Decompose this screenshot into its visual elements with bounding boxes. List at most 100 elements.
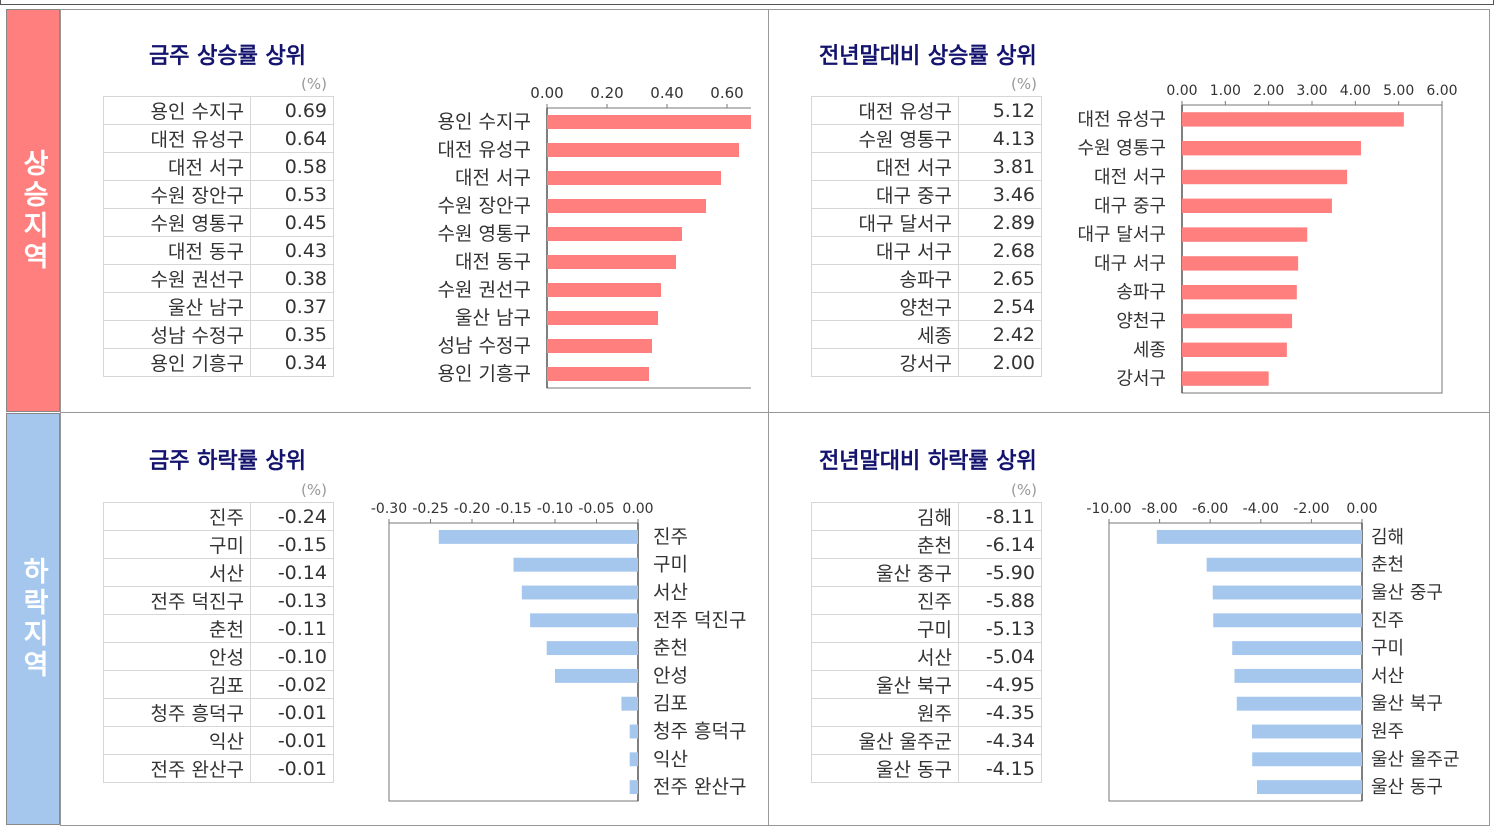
rate-value-cell: 0.64 bbox=[250, 124, 334, 153]
region-name-cell: 익산 bbox=[103, 726, 251, 755]
category-label: 대구 달서구 bbox=[1077, 225, 1166, 246]
rate-value-cell: 5.12 bbox=[958, 96, 1042, 125]
tick-label: 0.00 bbox=[530, 84, 563, 102]
category-label: 대구 서구 bbox=[1094, 253, 1166, 274]
bar bbox=[521, 585, 638, 600]
rate-value-cell: -4.35 bbox=[958, 698, 1042, 727]
region-name-cell: 용인 수지구 bbox=[103, 96, 251, 125]
bar bbox=[1257, 780, 1362, 795]
panel-title: 전년말대비 하락률 상위 bbox=[819, 449, 1037, 474]
panel-year-down: 전년말대비 하락률 상위 (%) 김해 -8.11 춘천 -6.14 울산 중구 -5.9… bbox=[768, 412, 1490, 826]
category-label: 수원 영통구 bbox=[1077, 138, 1166, 159]
region-name-cell: 수원 장안구 bbox=[103, 180, 251, 209]
rate-value-cell: 0.58 bbox=[250, 152, 334, 181]
rate-value-cell: 0.69 bbox=[250, 96, 334, 125]
category-label: 울산 남구 bbox=[455, 307, 531, 329]
region-name-cell: 울산 남구 bbox=[103, 292, 251, 321]
panel-title: 금주 하락률 상위 bbox=[149, 449, 306, 474]
panel-week-down: 금주 하락률 상위 (%) 진주 -0.24 구미 -0.15 서산 -0.14 전주 덕진… bbox=[60, 412, 769, 826]
table-row: 세종 2.42 bbox=[811, 320, 1042, 349]
bar bbox=[629, 752, 638, 767]
table-row: 수원 영통구 4.13 bbox=[811, 124, 1042, 153]
category-label: 서산 bbox=[1371, 666, 1404, 687]
table-row: 대전 서구 0.58 bbox=[103, 152, 334, 181]
tick-label: 0.00 bbox=[622, 501, 653, 517]
tick-label: -0.25 bbox=[412, 501, 448, 517]
bar bbox=[1182, 342, 1287, 357]
region-name-cell: 울산 북구 bbox=[811, 670, 959, 699]
region-name-cell: 전주 덕진구 bbox=[103, 586, 251, 615]
category-label: 울산 동구 bbox=[1371, 777, 1443, 798]
category-label: 대전 유성구 bbox=[438, 139, 531, 161]
region-name-cell: 김포 bbox=[103, 670, 251, 699]
table-row: 춘천 -0.11 bbox=[103, 614, 334, 643]
bar bbox=[547, 255, 676, 269]
rate-value-cell: 0.37 bbox=[250, 292, 334, 321]
tick-label: 3.00 bbox=[1296, 83, 1327, 99]
table-row: 강서구 2.00 bbox=[811, 348, 1042, 377]
region-name-cell: 서산 bbox=[103, 558, 251, 587]
bar bbox=[1182, 141, 1361, 156]
table-row: 대전 동구 0.43 bbox=[103, 236, 334, 265]
rate-value-cell: 4.13 bbox=[958, 124, 1042, 153]
table-row: 김해 -8.11 bbox=[811, 502, 1042, 531]
tick-label: -0.15 bbox=[495, 501, 531, 517]
table-row: 대구 서구 2.68 bbox=[811, 236, 1042, 265]
category-label: 김해 bbox=[1371, 527, 1404, 548]
table-row: 울산 남구 0.37 bbox=[103, 292, 334, 321]
table-row: 안성 -0.10 bbox=[103, 642, 334, 671]
region-name-cell: 청주 흥덕구 bbox=[103, 698, 251, 727]
region-name-cell: 춘천 bbox=[811, 530, 959, 559]
tick-label: -0.10 bbox=[537, 501, 573, 517]
table-row: 전주 완산구 -0.01 bbox=[103, 754, 334, 783]
table-row: 성남 수정구 0.35 bbox=[103, 320, 334, 349]
table-row: 청주 흥덕구 -0.01 bbox=[103, 698, 334, 727]
data-table: 김해 -8.11 춘천 -6.14 울산 중구 -5.90 진주 -5.88 구미 -5.13 서산… bbox=[811, 502, 1042, 783]
bar bbox=[1182, 112, 1404, 127]
category-label: 강서구 bbox=[1116, 369, 1166, 390]
table-row: 대전 유성구 5.12 bbox=[811, 96, 1042, 125]
region-name-cell: 강서구 bbox=[811, 348, 959, 377]
region-name-cell: 대전 서구 bbox=[811, 152, 959, 181]
table-row: 구미 -0.15 bbox=[103, 530, 334, 559]
bar-chart: -0.30 -0.25 -0.20 -0.15 -0.10 -0.05 0.00진주구미서산… bbox=[371, 501, 746, 802]
rate-value-cell: 0.53 bbox=[250, 180, 334, 209]
tick-label: -0.20 bbox=[454, 501, 490, 517]
tick-label: -6.00 bbox=[1192, 501, 1228, 517]
category-label: 수원 권선구 bbox=[438, 279, 531, 301]
tick-label: -2.00 bbox=[1293, 501, 1329, 517]
table-row: 수원 권선구 0.38 bbox=[103, 264, 334, 293]
tick-label: 1.00 bbox=[1210, 83, 1241, 99]
table-row: 서산 -0.14 bbox=[103, 558, 334, 587]
category-label: 서산 bbox=[653, 582, 688, 604]
rate-value-cell: -0.01 bbox=[250, 698, 334, 727]
rate-value-cell: 0.34 bbox=[250, 348, 334, 377]
rate-value-cell: 0.35 bbox=[250, 320, 334, 349]
category-label: 전주 완산구 bbox=[653, 776, 746, 798]
data-table: 진주 -0.24 구미 -0.15 서산 -0.14 전주 덕진구 -0.13 춘천 -0.11 안… bbox=[103, 502, 334, 783]
region-name-cell: 대구 달서구 bbox=[811, 208, 959, 237]
category-label: 대전 서구 bbox=[455, 167, 531, 189]
tick-label: 5.00 bbox=[1383, 83, 1414, 99]
rate-value-cell: -4.34 bbox=[958, 726, 1042, 755]
unit-label: (%) bbox=[1011, 75, 1037, 93]
region-name-cell: 구미 bbox=[811, 614, 959, 643]
category-label: 진주 bbox=[653, 526, 688, 548]
tick-label: -0.05 bbox=[578, 501, 614, 517]
rate-value-cell: -0.02 bbox=[250, 670, 334, 699]
table-row: 용인 기흥구 0.34 bbox=[103, 348, 334, 377]
table-row: 대전 서구 3.81 bbox=[811, 152, 1042, 181]
region-name-cell: 김해 bbox=[811, 502, 959, 531]
table-row: 수원 영통구 0.45 bbox=[103, 208, 334, 237]
unit-label: (%) bbox=[301, 481, 327, 499]
region-name-cell: 대전 유성구 bbox=[103, 124, 251, 153]
table-row: 대구 달서구 2.89 bbox=[811, 208, 1042, 237]
table-row: 대구 중구 3.46 bbox=[811, 180, 1042, 209]
rate-value-cell: 3.46 bbox=[958, 180, 1042, 209]
region-name-cell: 수원 영통구 bbox=[811, 124, 959, 153]
table-row: 춘천 -6.14 bbox=[811, 530, 1042, 559]
category-label: 용인 수지구 bbox=[438, 111, 531, 133]
panel-year-up: 전년말대비 상승률 상위 (%) 대전 유성구 5.12 수원 영통구 4.13 대전 … bbox=[768, 9, 1490, 413]
category-label: 안성 bbox=[653, 665, 688, 687]
